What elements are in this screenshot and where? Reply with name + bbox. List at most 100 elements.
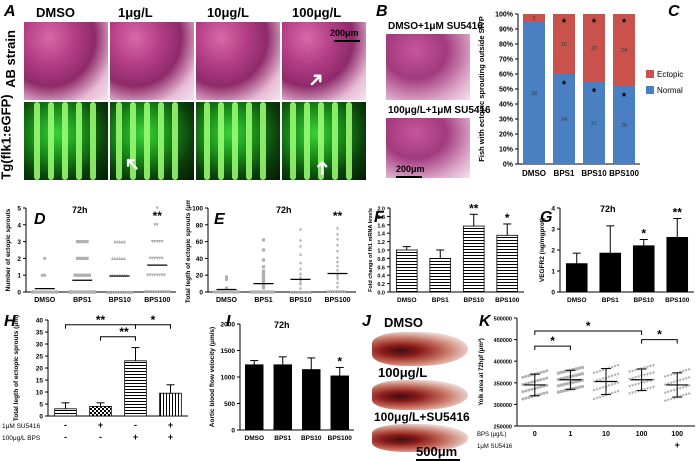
legend-label-ectopic: Ectopic	[657, 70, 683, 79]
scatter-point	[595, 378, 599, 382]
bar	[666, 237, 689, 293]
scatter-point	[252, 290, 256, 294]
scatter-point	[335, 233, 340, 237]
x-tick-label: BPS1	[602, 297, 619, 304]
y-tick-label: 3	[17, 239, 21, 246]
scatter-point	[649, 386, 653, 390]
scatter-point	[75, 273, 80, 277]
y-tick-label: 90%	[499, 27, 514, 34]
scatter-point	[536, 379, 540, 383]
fish-image-su	[372, 424, 468, 452]
bar	[632, 245, 655, 293]
y-tick-label: 50%	[499, 87, 514, 94]
scatter-point	[298, 271, 303, 276]
significance-star: *	[592, 17, 597, 29]
scatter-point	[87, 273, 92, 277]
scatter-point	[212, 290, 217, 294]
scatter-point	[669, 381, 673, 385]
scatter-point	[521, 375, 525, 379]
scatter-point	[559, 389, 563, 393]
panel-label: E	[214, 211, 226, 228]
scatter-point	[160, 256, 164, 260]
scatter-point	[301, 290, 305, 294]
y-tick-label: 80%	[499, 42, 514, 49]
scatter-point	[264, 290, 268, 294]
scatter-point	[328, 290, 332, 294]
scatter-point	[45, 290, 49, 294]
bar	[429, 258, 452, 293]
y-tick-label: 30%	[499, 117, 514, 124]
scatter-point	[574, 367, 578, 371]
scatter-point	[158, 240, 162, 244]
y-tick-label: 35	[36, 330, 44, 337]
scatter-point	[634, 383, 638, 387]
scatter-point	[80, 256, 84, 260]
scatter-point	[687, 375, 691, 379]
bar	[245, 364, 264, 431]
panel-label-j: J	[362, 313, 371, 330]
y-tick-label: 70%	[499, 57, 514, 64]
scatter-point	[652, 364, 656, 368]
scatter-point	[155, 273, 159, 277]
x-tick-label: 0	[533, 431, 537, 438]
chart-h: H 0 5 10 15 20 25 30 35 40 Total legth of ectopic …	[2, 313, 188, 442]
micrograph-ab-dmso	[24, 22, 108, 100]
significance-star: *	[151, 313, 156, 327]
scatter-point	[565, 388, 569, 392]
scatter-point	[146, 273, 150, 277]
y-tick-label: 20	[196, 273, 204, 280]
scatter-point	[646, 387, 650, 391]
scatter-point	[155, 256, 159, 260]
scatter-point	[610, 382, 614, 386]
scatter-point	[646, 373, 650, 377]
y-tick-label: 1.8	[377, 215, 385, 221]
scale-bar-a	[334, 40, 360, 42]
scatter-point	[71, 290, 75, 294]
y-tick-label: 60	[196, 239, 204, 246]
scatter-point	[55, 290, 59, 294]
scatter-point	[150, 256, 155, 260]
scatter-point	[261, 273, 266, 277]
scatter-point	[335, 273, 340, 277]
scatter-point	[610, 373, 614, 377]
scatter-point	[577, 366, 581, 370]
scatter-point	[595, 387, 599, 391]
scatter-point	[120, 290, 124, 294]
scatter-point	[257, 290, 261, 294]
scatter-point	[527, 388, 531, 392]
scatter-point	[83, 256, 87, 260]
scatter-point	[118, 240, 122, 244]
y-tick-label: 1.4	[377, 232, 386, 238]
stacked-bar-ectopic	[613, 14, 635, 86]
scatter-point	[556, 390, 560, 394]
scatter-point	[33, 290, 37, 294]
bar-count-label: 38	[531, 91, 537, 97]
scatter-point	[524, 396, 528, 400]
y-tick-label: 1.6	[377, 223, 385, 229]
scatter-point	[649, 365, 653, 369]
significance-star: **	[96, 313, 106, 327]
panel-label: F	[374, 209, 385, 226]
scatter-point	[527, 374, 531, 378]
scatter-point	[613, 372, 617, 376]
treatment-sign: +	[168, 432, 173, 442]
scatter-point	[298, 290, 303, 294]
panel-label: G	[540, 209, 552, 226]
scatter-point	[335, 250, 340, 254]
scatter-point	[158, 256, 162, 260]
scatter-point	[298, 266, 303, 271]
stacked-bar-normal	[553, 74, 575, 164]
x-tick-label: 1	[568, 431, 572, 438]
scatter-point	[215, 290, 219, 294]
x-tick-label: BPS100	[665, 297, 690, 304]
scatter-point	[646, 380, 650, 384]
scatter-point	[150, 290, 155, 294]
scatter-point	[542, 377, 546, 381]
col-label-dmso: DMSO	[36, 5, 75, 20]
scatter-point	[153, 240, 157, 244]
y-tick-label: 2	[17, 256, 21, 263]
scatter-point	[542, 370, 546, 374]
row-label-bps: BPS (μg/L)	[477, 432, 506, 438]
scatter-point	[153, 273, 157, 277]
bar	[54, 408, 77, 417]
